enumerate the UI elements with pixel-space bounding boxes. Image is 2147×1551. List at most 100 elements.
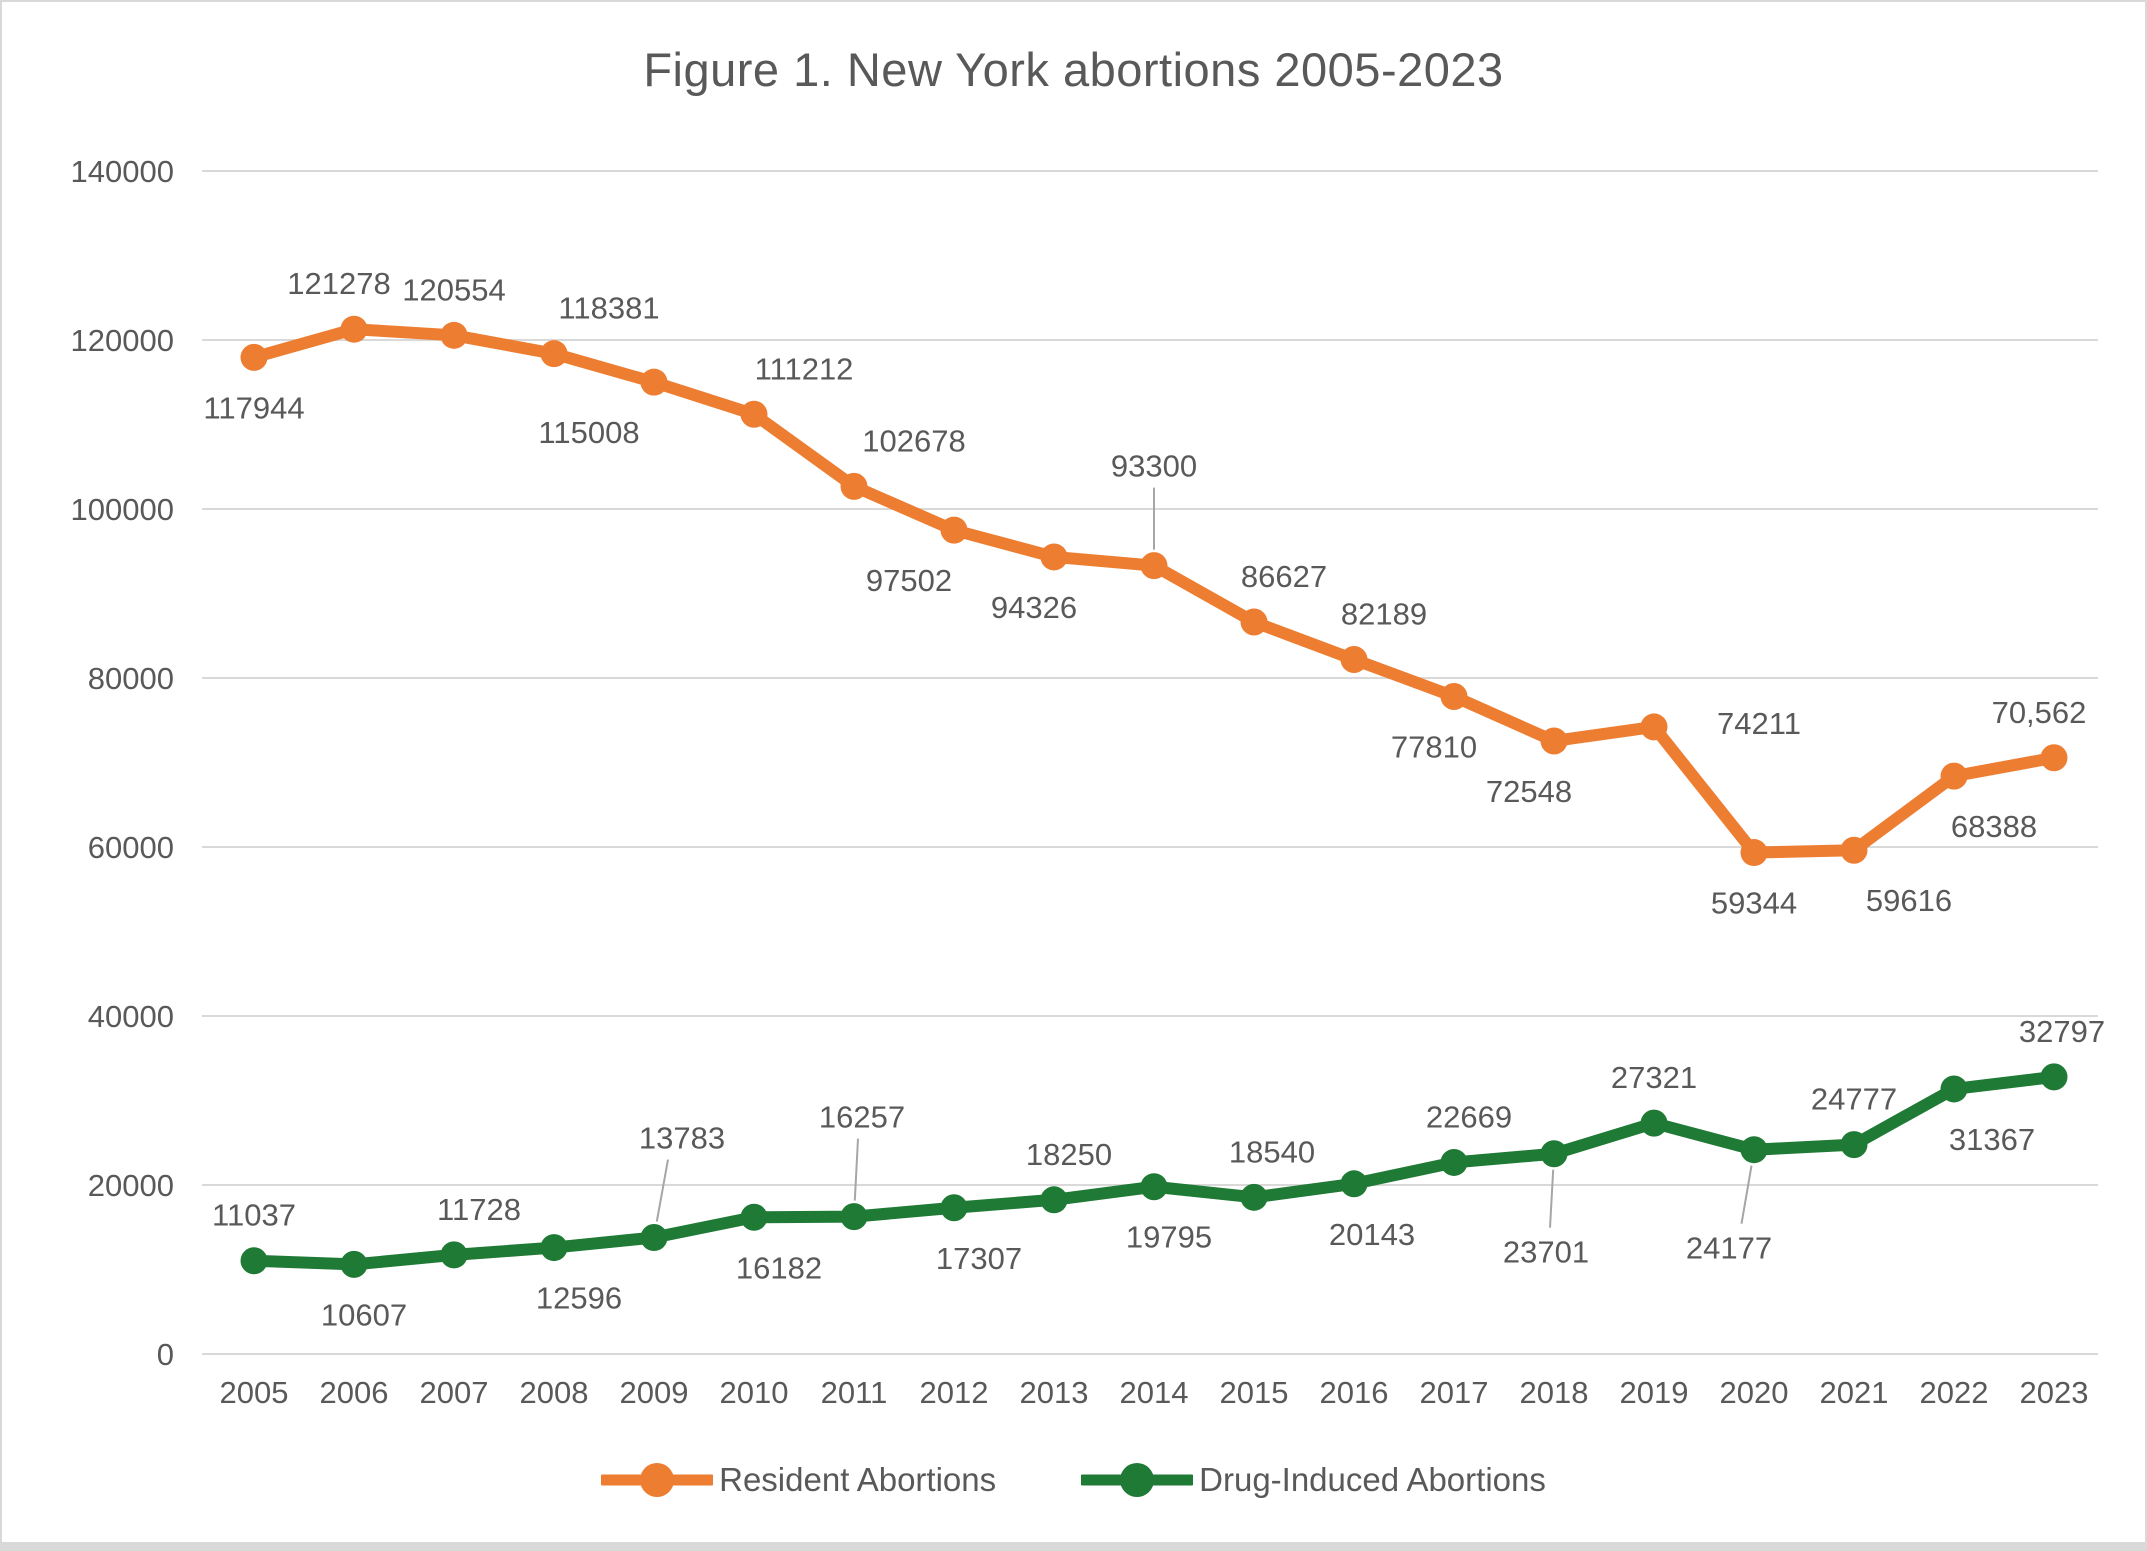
x-tick-label: 2007 [420, 1375, 489, 1410]
data-label: 20143 [1329, 1217, 1415, 1252]
data-label: 59344 [1711, 886, 1797, 921]
data-label: 94326 [991, 590, 1077, 625]
x-tick-label: 2005 [220, 1375, 289, 1410]
data-point [1040, 1186, 1068, 1214]
data-point [540, 1234, 568, 1262]
y-tick-label: 0 [157, 1337, 174, 1372]
x-tick-label: 2015 [1220, 1375, 1289, 1410]
data-label: 24177 [1686, 1231, 1772, 1266]
data-point [240, 343, 268, 371]
y-tick-label: 100000 [71, 492, 174, 527]
data-label: 74211 [1717, 706, 1801, 741]
x-tick-label: 2018 [1520, 1375, 1589, 1410]
series-line-0 [248, 323, 2060, 859]
label-leader-line [655, 1159, 669, 1222]
data-point [1740, 1136, 1768, 1164]
data-label: 118381 [558, 291, 659, 326]
data-point [1140, 1173, 1168, 1201]
x-tick-label: 2011 [821, 1375, 888, 1410]
data-label: 12596 [536, 1281, 622, 1316]
data-point [440, 1241, 468, 1269]
x-tick-label: 2013 [1020, 1375, 1089, 1410]
legend-item-resident: Resident Abortions [601, 1460, 996, 1500]
data-point [340, 1250, 368, 1278]
data-label: 16182 [736, 1250, 822, 1285]
data-label: 72548 [1486, 774, 1572, 809]
data-label: 10607 [321, 1297, 407, 1332]
label-leader-line [1740, 1165, 1753, 1224]
data-label: 22669 [1426, 1099, 1512, 1134]
data-label: 17307 [936, 1241, 1022, 1276]
data-label: 93300 [1111, 449, 1197, 484]
label-leader-line [853, 1138, 859, 1201]
data-label: 18250 [1026, 1137, 1112, 1172]
x-tick-label: 2009 [620, 1375, 689, 1410]
data-label: 82189 [1341, 597, 1427, 632]
x-tick-label: 2012 [920, 1375, 989, 1410]
data-point [1440, 683, 1468, 711]
legend-marker-drug-induced-icon [1081, 1463, 1194, 1497]
data-label: 120554 [402, 272, 505, 307]
data-point [1540, 1140, 1568, 1168]
data-point [1340, 1170, 1368, 1198]
data-label: 111212 [755, 351, 854, 386]
x-tick-label: 2010 [720, 1375, 789, 1410]
x-tick-label: 2008 [520, 1375, 589, 1410]
data-label: 68388 [1951, 809, 2037, 844]
data-point [840, 472, 868, 500]
data-point [2040, 1063, 2068, 1091]
data-label: 102678 [862, 423, 965, 458]
data-label: 23701 [1503, 1235, 1589, 1270]
data-label: 117944 [203, 390, 304, 425]
x-tick-label: 2014 [1120, 1375, 1189, 1410]
legend-label-resident: Resident Abortions [719, 1461, 997, 1498]
chart-legend: Resident Abortions Drug-Induced Abortion… [2, 1460, 2145, 1500]
legend-marker-resident-icon [601, 1463, 714, 1497]
data-label: 86627 [1241, 559, 1327, 594]
data-label: 11728 [437, 1192, 521, 1227]
data-point [340, 315, 368, 343]
legend-item-drug-induced: Drug-Induced Abortions [1081, 1460, 1546, 1500]
data-point [740, 400, 768, 428]
data-label: 115008 [538, 415, 639, 450]
x-tick-label: 2020 [1720, 1375, 1789, 1410]
x-tick-label: 2022 [1920, 1375, 1989, 1410]
data-point [240, 1247, 268, 1275]
data-point [1240, 1183, 1268, 1211]
data-point [1640, 1109, 1668, 1137]
data-point [1640, 713, 1668, 741]
data-point [1340, 646, 1368, 674]
data-point [1040, 543, 1068, 571]
x-tick-label: 2016 [1320, 1375, 1389, 1410]
data-label: 59616 [1866, 883, 1952, 918]
data-label: 70,562 [1992, 695, 2087, 730]
data-point [540, 340, 568, 368]
data-label: 11037 [212, 1198, 296, 1233]
data-point [640, 1224, 668, 1252]
data-point [2040, 744, 2068, 772]
data-point [440, 321, 468, 349]
data-point [840, 1203, 868, 1231]
data-label: 121278 [287, 266, 390, 301]
data-label: 31367 [1949, 1122, 2035, 1157]
y-tick-label: 60000 [88, 830, 174, 865]
data-label: 24777 [1811, 1082, 1897, 1117]
frame-bottom-edge [2, 1542, 2145, 1549]
x-tick-label: 2017 [1420, 1375, 1489, 1410]
data-point [1940, 1075, 1968, 1103]
data-label: 97502 [866, 563, 952, 598]
data-point [1940, 762, 1968, 790]
x-tick-label: 2023 [2020, 1375, 2089, 1410]
data-point [1840, 836, 1868, 864]
data-point [940, 516, 968, 544]
data-label: 32797 [2019, 1014, 2105, 1049]
y-tick-label: 20000 [88, 1168, 174, 1203]
x-tick-label: 2021 [1820, 1375, 1889, 1410]
data-point [940, 1194, 968, 1222]
y-tick-label: 40000 [88, 999, 174, 1034]
data-label: 13783 [639, 1121, 725, 1156]
data-label: 16257 [819, 1100, 905, 1135]
data-label: 19795 [1126, 1220, 1212, 1255]
